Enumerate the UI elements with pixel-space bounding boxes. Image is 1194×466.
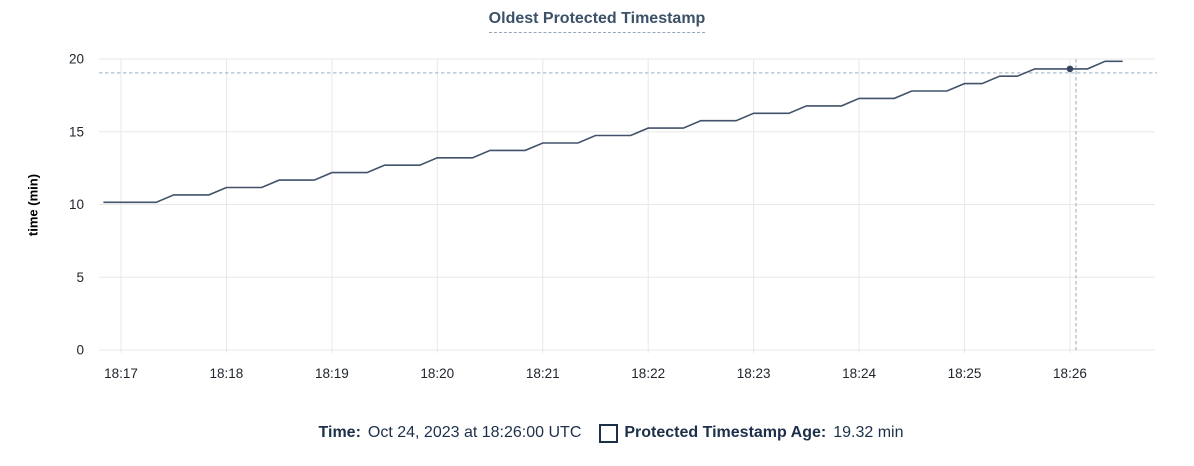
- x-tick-label: 18:17: [104, 366, 138, 381]
- x-tick-label: 18:25: [948, 366, 982, 381]
- timeseries-chart[interactable]: 0 5 10 15 20 18:17 18:18 18:19 18:20 18:21 18:22 18…: [0, 0, 1194, 400]
- legend-item-protected-timestamp-age[interactable]: Protected Timestamp Age: 19.32 min: [599, 423, 904, 443]
- chart-legend-bar: Time: Oct 24, 2023 at 18:26:00 UTC Prote…: [0, 419, 1194, 447]
- y-tick-label: 10: [69, 197, 84, 212]
- legend-series-label: Protected Timestamp Age:: [624, 424, 827, 441]
- x-tick-label: 18:21: [526, 366, 560, 381]
- chart-header: Oldest Protected Timestamp: [0, 10, 1194, 33]
- hover-time-label: Time:: [318, 424, 361, 441]
- x-tick-label: 18:18: [210, 366, 244, 381]
- chart-title[interactable]: Oldest Protected Timestamp: [488, 10, 706, 33]
- y-tick-label: 15: [69, 124, 84, 139]
- x-tick-label: 18:23: [737, 366, 771, 381]
- y-tick-label: 20: [69, 52, 84, 67]
- hover-time-value: Oct 24, 2023 at 18:26:00 UTC: [367, 424, 582, 441]
- hover-point-dot: [1066, 65, 1074, 73]
- legend-series-value: 19.32 min: [833, 424, 904, 441]
- y-tick-label: 5: [76, 270, 84, 285]
- x-tick-label: 18:26: [1053, 366, 1087, 381]
- x-tick-label: 18:19: [315, 366, 349, 381]
- x-tick-label: 18:24: [842, 366, 876, 381]
- series-toggle-checkbox[interactable]: [599, 423, 619, 443]
- series-line-protected-timestamp-age: [103, 60, 1123, 204]
- y-tick-label: 0: [76, 343, 84, 358]
- x-tick-label: 18:22: [631, 366, 665, 381]
- x-tick-label: 18:20: [420, 366, 454, 381]
